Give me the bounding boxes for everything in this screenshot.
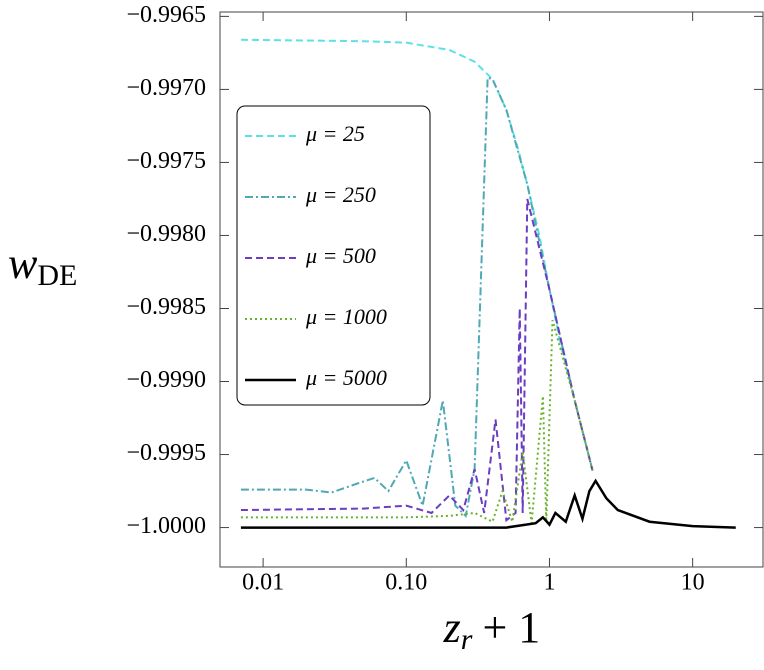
series-line	[240, 76, 594, 518]
series-line	[240, 198, 594, 523]
y-axis-label: wDE	[8, 239, 77, 292]
plot-area	[220, 12, 763, 567]
legend-box	[236, 105, 431, 406]
y-tick-label: −0.9970	[126, 75, 206, 101]
series-line	[240, 478, 736, 529]
y-tick-label: −0.9990	[126, 367, 206, 393]
legend-label: μ = 500	[305, 243, 376, 268]
legend-label: μ = 25	[305, 121, 365, 146]
plot-frame	[219, 11, 764, 568]
x-axis-label: zr + 1	[443, 603, 541, 656]
y-tick-label: −1.0000	[126, 513, 206, 539]
legend-label: μ = 1000	[305, 304, 387, 329]
y-tick-label: −0.9965	[126, 2, 206, 28]
legend-label: μ = 250	[305, 182, 376, 207]
y-tick-label: −0.9980	[126, 221, 206, 247]
x-tick-label: 0.01	[242, 570, 284, 596]
legend: μ = 25 μ = 250 μ = 500 μ = 1000 μ = 5000	[245, 121, 387, 390]
x-tick-label: 10	[681, 570, 705, 596]
y-tick-label: −0.9975	[126, 148, 206, 174]
y-tick-label: −0.9995	[126, 440, 206, 466]
legend-label: μ = 5000	[305, 365, 387, 390]
y-tick-label: −0.9985	[126, 294, 206, 320]
x-tick-label: 0.10	[385, 570, 427, 596]
x-tick-label: 1	[543, 570, 555, 596]
